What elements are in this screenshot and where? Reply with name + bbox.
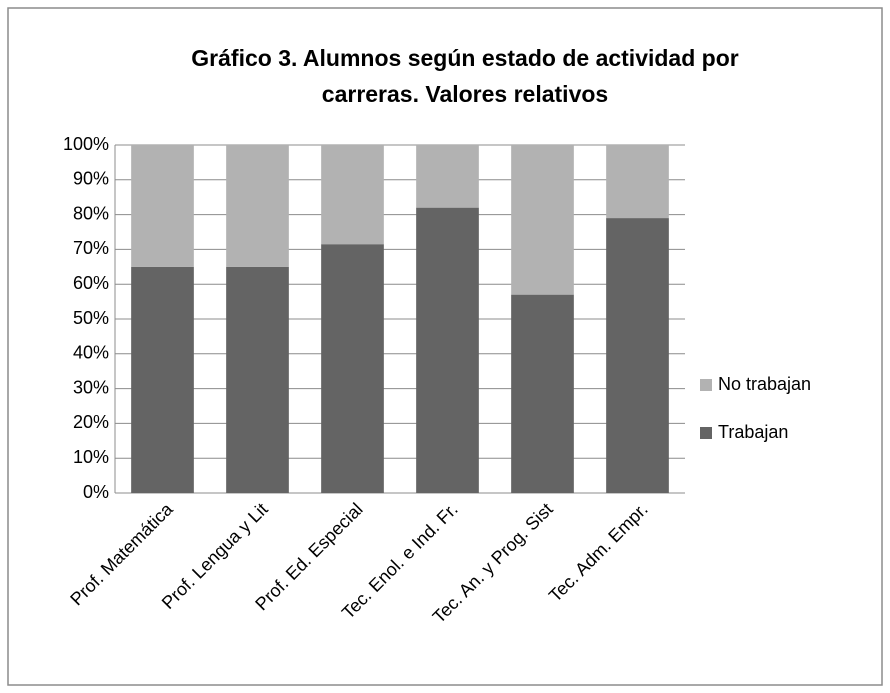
y-tick-label: 20% [73, 412, 109, 432]
y-tick-label: 80% [73, 203, 109, 223]
bar-segment [606, 218, 669, 493]
bar-segment [511, 294, 574, 493]
legend-label: No trabajan [718, 374, 811, 394]
legend-swatch [700, 427, 712, 439]
chart-title: carreras. Valores relativos [322, 81, 608, 107]
y-tick-label: 40% [73, 343, 109, 363]
y-tick-label: 0% [83, 482, 109, 502]
y-tick-label: 90% [73, 169, 109, 189]
y-tick-label: 70% [73, 238, 109, 258]
y-tick-label: 100% [63, 134, 109, 154]
y-tick-label: 60% [73, 273, 109, 293]
bar-segment [321, 145, 384, 245]
bar-segment [606, 145, 669, 219]
bar-segment [226, 266, 289, 493]
bar-segment [226, 145, 289, 267]
bar-segment [131, 266, 194, 493]
legend-label: Trabajan [718, 422, 788, 442]
bar-segment [511, 145, 574, 295]
chart-title: Gráfico 3. Alumnos según estado de activ… [191, 45, 738, 71]
bar-segment [416, 207, 479, 493]
y-tick-label: 50% [73, 308, 109, 328]
bar-segment [131, 145, 194, 267]
y-tick-label: 30% [73, 377, 109, 397]
y-tick-label: 10% [73, 447, 109, 467]
legend-swatch [700, 379, 712, 391]
bar-segment [321, 244, 384, 493]
bar-segment [416, 145, 479, 208]
